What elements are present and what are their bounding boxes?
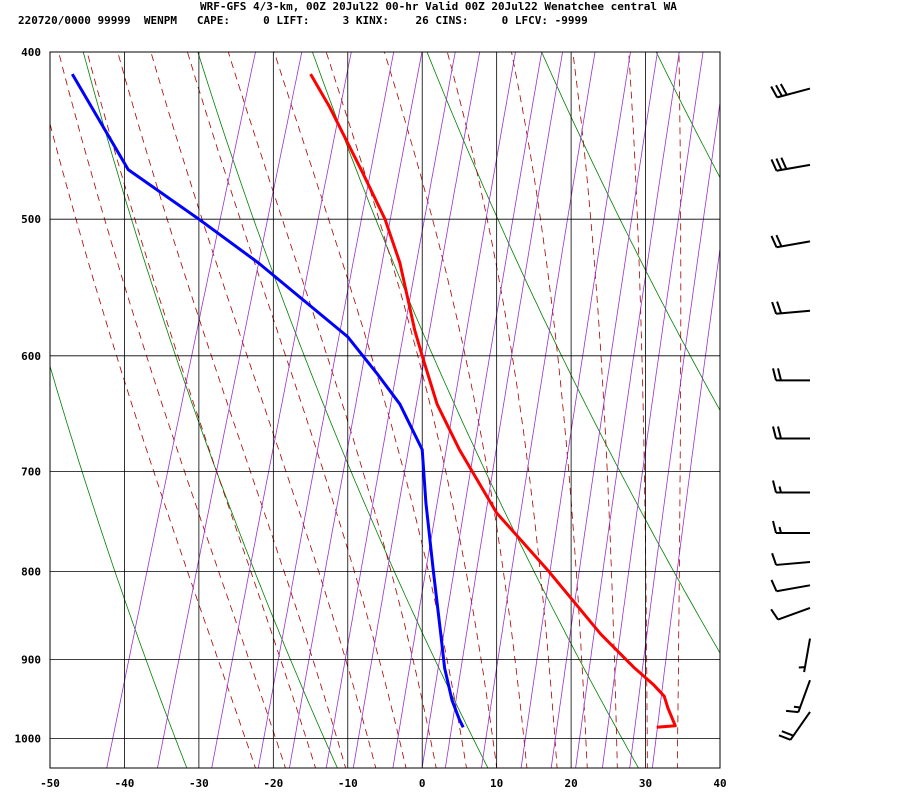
mixing-ratio-line xyxy=(520,52,631,768)
moist-adiabat-line xyxy=(150,52,377,768)
dry-adiabat-line xyxy=(50,364,188,768)
index-label-cape: CAPE: xyxy=(196,14,230,27)
dry-adiabat-line xyxy=(426,52,720,654)
index-value-cins: 0 xyxy=(501,14,509,27)
station-name: WENPM xyxy=(143,14,177,27)
y-tick-label: 700 xyxy=(21,465,41,478)
wind-barb xyxy=(772,368,810,382)
mixing-ratio-line xyxy=(651,245,720,768)
temperature-profile xyxy=(309,73,677,729)
y-tick-label: 600 xyxy=(21,350,41,363)
chart-title: WRF-GFS 4/3-km, 00Z 20Jul22 00-hr Valid … xyxy=(200,0,677,13)
wind-barb xyxy=(771,301,811,315)
y-tick-label: 800 xyxy=(21,565,41,578)
mixing-ratio-line xyxy=(211,52,352,768)
moist-adiabat-line xyxy=(572,52,618,768)
dry-adiabat-line xyxy=(197,52,489,768)
wind-barb xyxy=(770,157,811,172)
moist-adiabat-line xyxy=(58,52,286,768)
dry-adiabat-line xyxy=(655,52,720,179)
x-tick-label: -30 xyxy=(189,777,209,790)
wind-barb xyxy=(770,234,811,249)
index-value-lfcv: -9999 xyxy=(554,14,588,27)
moist-adiabat-line xyxy=(50,122,256,768)
mixing-ratio-line xyxy=(106,52,256,768)
index-label-lift: LIFT: xyxy=(276,14,310,27)
moist-adiabat-line xyxy=(273,52,467,768)
wind-barb xyxy=(771,552,811,566)
dewpoint-profile xyxy=(71,73,465,728)
date-code: 220720/0000 xyxy=(18,14,91,27)
moist-adiabat-line xyxy=(86,52,316,768)
sounding-indices-line: 220720/0000 99999 WENPM CAPE: 0 LIFT: 3 … xyxy=(18,15,594,27)
mixing-ratio-line xyxy=(325,52,456,768)
mixing-ratio-line xyxy=(392,52,516,768)
moist-adiabat-line xyxy=(227,52,437,768)
moist-adiabat-line xyxy=(511,52,588,768)
x-tick-label: 40 xyxy=(713,777,726,790)
mixing-ratio-line xyxy=(480,52,596,768)
wind-barb xyxy=(772,520,810,534)
mixing-ratio-line xyxy=(575,52,680,768)
mixing-ratio-line xyxy=(288,52,423,768)
y-tick-label: 900 xyxy=(21,654,41,667)
mixing-ratio-line xyxy=(629,100,720,768)
y-tick-label: 400 xyxy=(21,46,41,59)
moist-adiabat-line xyxy=(676,52,682,768)
y-tick-label: 500 xyxy=(21,213,41,226)
background-lines xyxy=(50,14,900,783)
dry-adiabat-line xyxy=(541,52,720,412)
index-value-cape: 0 xyxy=(263,14,270,27)
x-tick-label: -50 xyxy=(40,777,60,790)
mixing-ratio-line xyxy=(444,52,564,768)
mixing-ratio-line xyxy=(352,52,481,768)
moist-adiabat-line xyxy=(628,52,648,768)
x-tick-label: -40 xyxy=(115,777,135,790)
wind-barbs xyxy=(770,83,811,741)
wind-barb xyxy=(770,579,811,593)
mixing-ratio-line xyxy=(156,52,303,768)
index-label-lfcv: LFCV: xyxy=(514,14,548,27)
wind-barb xyxy=(770,607,811,621)
x-tick-label: 0 xyxy=(419,777,426,790)
moist-adiabat-line xyxy=(446,52,558,768)
dry-adiabat-line xyxy=(864,14,900,783)
y-tick-label: 1000 xyxy=(15,733,42,746)
station-id: 99999 xyxy=(97,14,131,27)
x-tick-label: 30 xyxy=(639,777,652,790)
x-tick-label: 10 xyxy=(490,777,503,790)
x-tick-label: -10 xyxy=(338,777,358,790)
x-tick-label: -20 xyxy=(263,777,283,790)
dry-adiabat-line xyxy=(311,52,639,768)
index-label-cins: CINS: xyxy=(435,14,469,27)
wind-barb xyxy=(772,480,810,494)
wind-barb xyxy=(772,426,810,440)
plot-frame xyxy=(49,51,721,769)
x-tick-label: 20 xyxy=(564,777,577,790)
mixing-ratio-line xyxy=(421,52,543,768)
index-value-kinx: 26 xyxy=(415,14,429,27)
mixing-ratio-line xyxy=(550,52,658,768)
dry-adiabat-line xyxy=(82,52,338,768)
wind-barb xyxy=(798,638,811,673)
index-label-kinx: KINX: xyxy=(355,14,389,27)
wind-barb xyxy=(770,83,811,99)
index-value-lift: 3 xyxy=(342,14,350,27)
wind-barb xyxy=(785,679,811,714)
mixing-ratio-line xyxy=(601,52,704,768)
moist-adiabat-line xyxy=(325,52,498,768)
moist-adiabat-line xyxy=(186,52,407,768)
grid xyxy=(49,51,721,769)
dry-adiabat-line xyxy=(751,14,900,783)
moist-adiabat-line xyxy=(383,52,528,768)
wind-barb xyxy=(778,711,811,741)
moist-adiabat-line xyxy=(117,52,347,768)
mixing-ratio-line xyxy=(257,52,395,768)
